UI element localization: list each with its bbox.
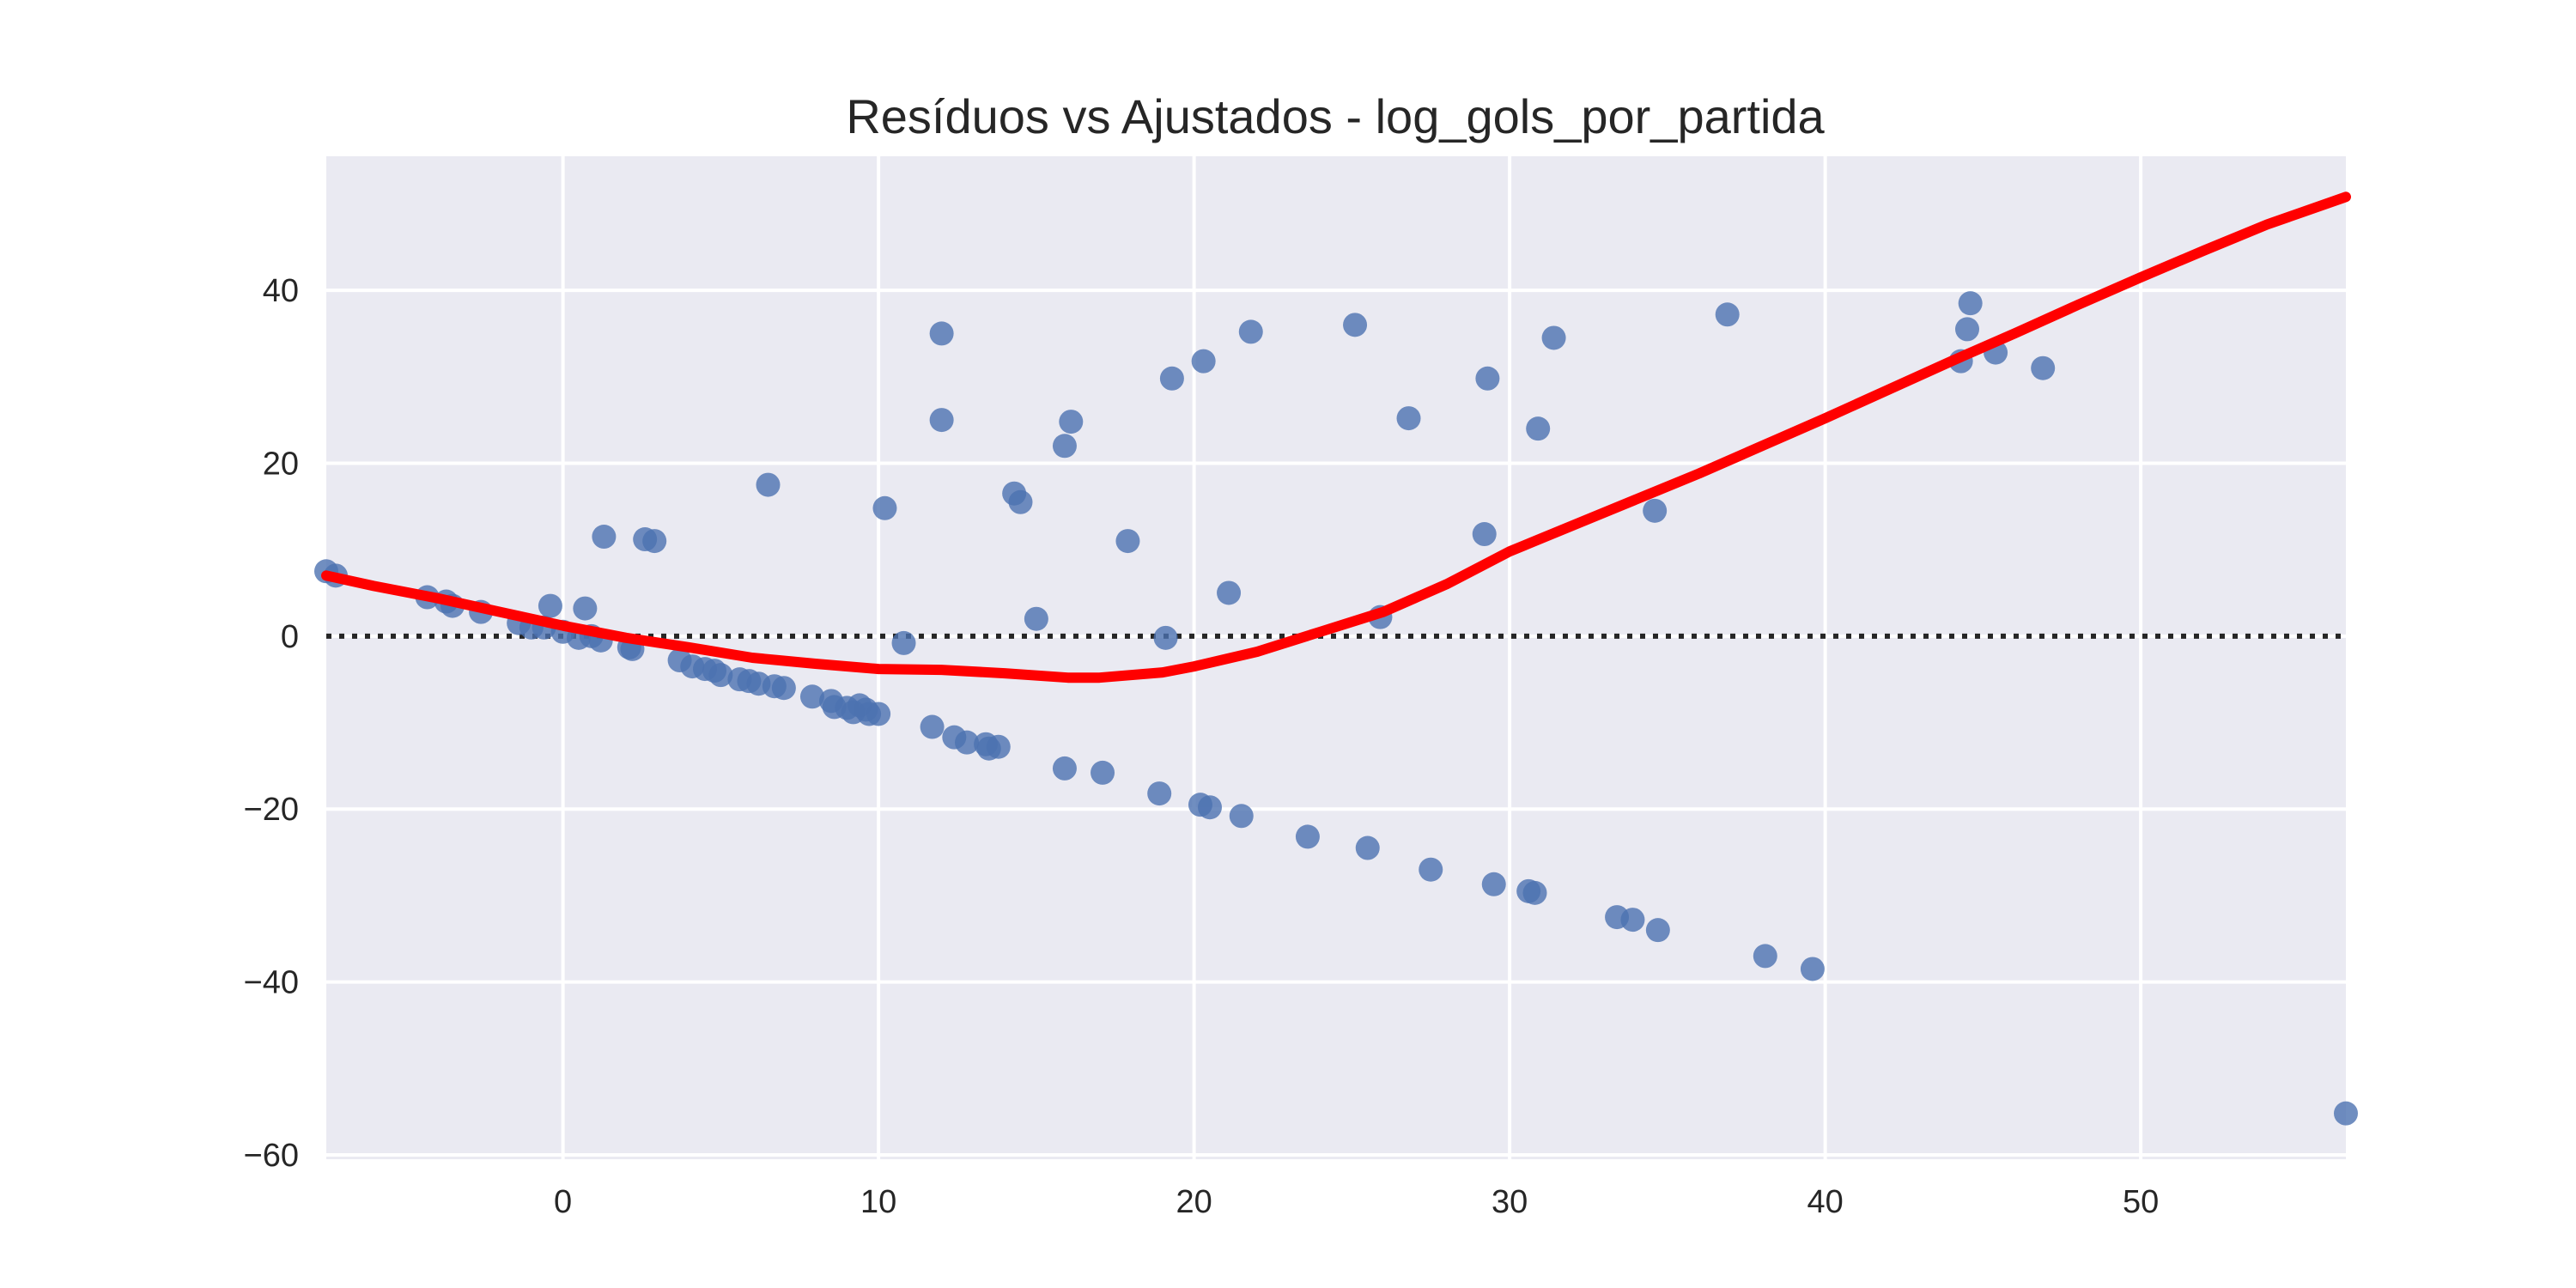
x-tick-label: 30 xyxy=(1492,1184,1528,1220)
residual-point xyxy=(1198,795,1222,820)
residual-point xyxy=(1753,944,1777,969)
residual-point xyxy=(1052,434,1077,459)
x-tick-label: 40 xyxy=(1807,1184,1843,1220)
residual-point xyxy=(1024,606,1048,631)
y-axis-ticks: −60 −40 −20 0 20 40 xyxy=(244,273,299,1174)
residual-point xyxy=(1355,835,1380,860)
residual-point xyxy=(573,596,598,621)
chart-title: Resíduos vs Ajustados - log_gols_por_par… xyxy=(846,89,1825,143)
x-tick-label: 10 xyxy=(860,1184,896,1220)
residual-point xyxy=(1295,824,1320,849)
residual-point xyxy=(756,472,781,497)
y-tick-label: 40 xyxy=(263,273,299,309)
y-tick-label: −20 xyxy=(244,792,299,828)
y-tick-label: 20 xyxy=(263,446,299,482)
lowess-curve xyxy=(321,191,2351,683)
residual-point xyxy=(1643,498,1668,523)
residual-point xyxy=(1481,872,1506,896)
y-tick-label: 0 xyxy=(281,619,299,655)
residual-point xyxy=(929,408,954,433)
residual-point xyxy=(1159,366,1184,391)
residual-point xyxy=(1800,957,1825,981)
residual-point xyxy=(1645,918,1670,943)
residual-point xyxy=(920,714,945,739)
residual-point xyxy=(642,529,667,554)
residual-point xyxy=(929,321,954,346)
residual-point xyxy=(1396,406,1421,431)
residual-point xyxy=(592,525,617,550)
x-tick-label: 50 xyxy=(2123,1184,2159,1220)
lowess-line xyxy=(321,191,2351,683)
residual-point xyxy=(538,593,562,618)
plot-area xyxy=(326,156,2346,1159)
x-axis-ticks: 0 10 20 30 40 50 xyxy=(554,1184,2159,1220)
residual-point xyxy=(2031,355,2056,380)
y-tick-label: −40 xyxy=(244,965,299,1001)
residual-point xyxy=(1343,313,1368,337)
residual-point xyxy=(1059,410,1084,434)
residual-point xyxy=(2334,1101,2358,1126)
x-tick-label: 0 xyxy=(554,1184,572,1220)
residual-point xyxy=(1955,317,1979,342)
x-tick-label: 20 xyxy=(1176,1184,1212,1220)
residual-point xyxy=(1191,349,1216,374)
residual-point xyxy=(1153,625,1178,650)
residual-point xyxy=(1522,880,1547,905)
residual-point xyxy=(1620,908,1645,933)
residual-point xyxy=(866,702,891,726)
residual-point xyxy=(1115,529,1140,554)
residual-point xyxy=(1958,291,1983,316)
residual-point xyxy=(1541,325,1566,350)
residual-point xyxy=(1715,302,1740,327)
residual-point xyxy=(1419,857,1443,882)
residual-point xyxy=(1472,522,1497,547)
residual-point xyxy=(955,730,980,755)
residual-point xyxy=(1229,804,1254,829)
residual-point xyxy=(1238,319,1263,344)
residual-point xyxy=(1091,760,1115,785)
residual-point xyxy=(872,495,897,520)
residual-point xyxy=(771,676,796,701)
residual-point xyxy=(1526,416,1551,441)
residual-point xyxy=(1008,489,1033,514)
y-tick-label: −60 xyxy=(244,1138,299,1174)
residual-point xyxy=(1147,781,1172,806)
residual-point xyxy=(1475,366,1500,391)
residual-point xyxy=(986,734,1011,759)
residual-point xyxy=(1217,580,1242,605)
residual-point xyxy=(799,684,824,709)
residual-point xyxy=(891,630,916,655)
residual-point xyxy=(1052,756,1077,781)
residual-point xyxy=(708,663,733,688)
